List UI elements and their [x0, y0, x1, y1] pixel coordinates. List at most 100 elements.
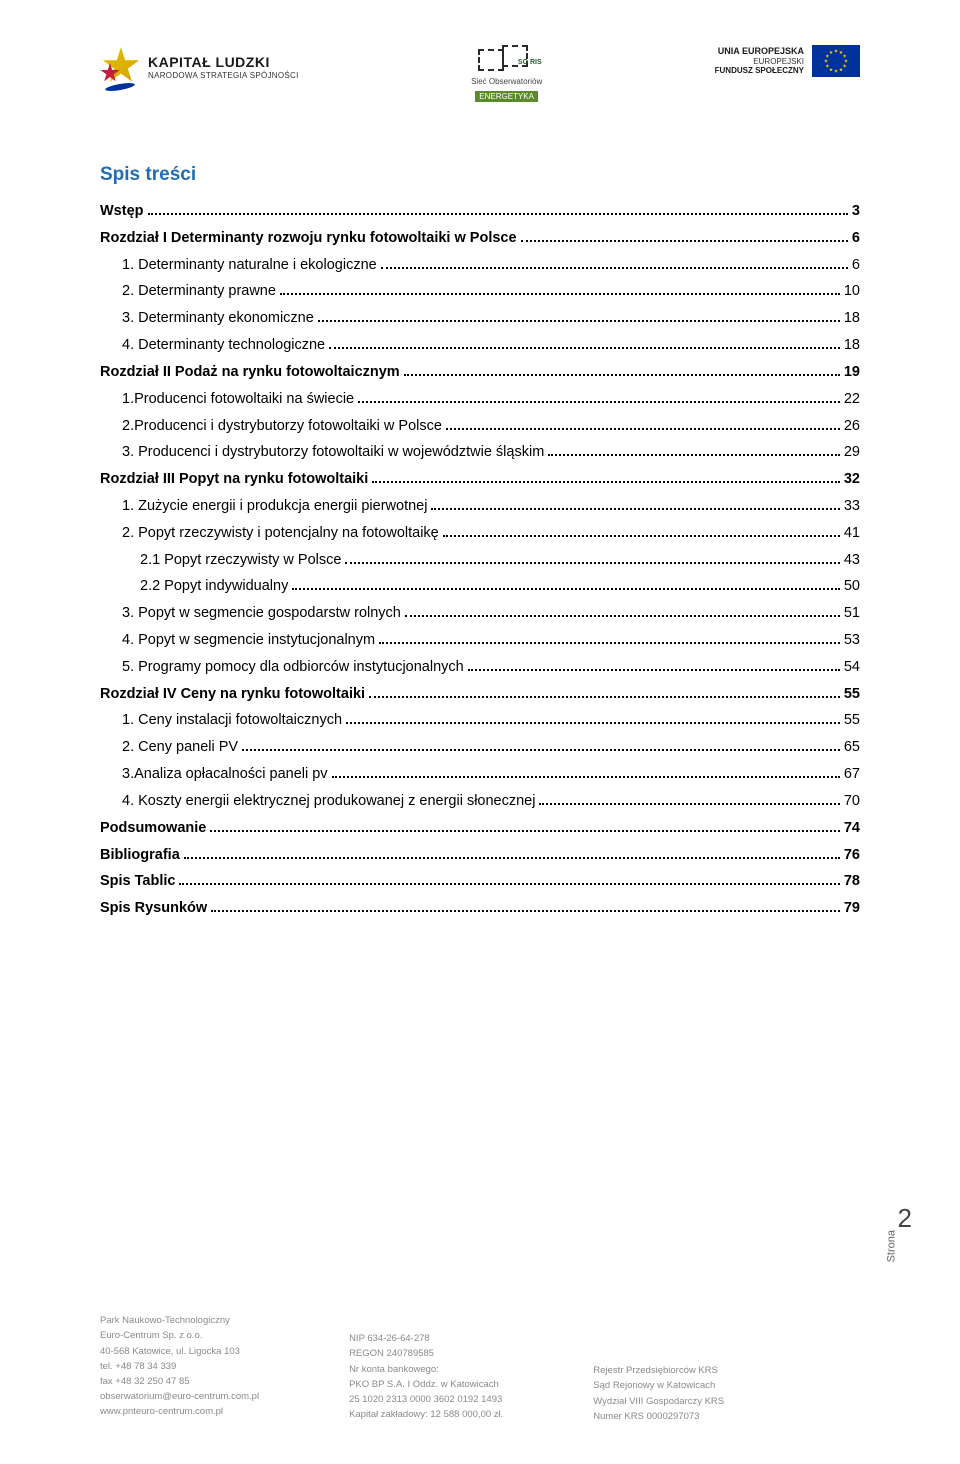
toc-entry[interactable]: Wstęp3	[100, 198, 860, 225]
toc-page-number: 33	[844, 493, 860, 520]
footer-line: tel. +48 78 34 339	[100, 1359, 259, 1374]
footer-col-2: NIP 634-26-64-278REGON 240789585Nr konta…	[349, 1331, 503, 1424]
footer-line: REGON 240789585	[349, 1346, 503, 1361]
toc-label: Bibliografia	[100, 842, 180, 869]
toc-label: 2.Producenci i dystrybutorzy fotowoltaik…	[122, 413, 442, 440]
toc-label: Rozdział II Podaż na rynku fotowoltaiczn…	[100, 359, 400, 386]
page-number-side: Strona2	[865, 1203, 912, 1234]
toc-entry[interactable]: 3. Popyt w segmencie gospodarstw rolnych…	[100, 600, 860, 627]
toc-page-number: 78	[844, 868, 860, 895]
toc-dots	[521, 240, 848, 242]
toc-entry[interactable]: Spis Tablic 78	[100, 868, 860, 895]
page-number-value: 2	[898, 1203, 912, 1233]
footer-line: Sąd Rejonowy w Katowicach	[593, 1378, 724, 1393]
toc-entry[interactable]: 2. Determinanty prawne10	[100, 278, 860, 305]
footer-line: 25 1020 2313 0000 3602 0192 1493	[349, 1392, 503, 1407]
toc-page-number: 74	[844, 815, 860, 842]
footer-line: fax +48 32 250 47 85	[100, 1374, 259, 1389]
toc-dots	[148, 213, 848, 215]
toc-page-number: 41	[844, 520, 860, 547]
toc-entry[interactable]: 1. Determinanty naturalne i ekologiczne6	[100, 252, 860, 279]
toc-entry[interactable]: 2.Producenci i dystrybutorzy fotowoltaik…	[100, 413, 860, 440]
toc-entry[interactable]: 4. Determinanty technologiczne18	[100, 332, 860, 359]
toc-page-number: 19	[844, 359, 860, 386]
toc-page-number: 54	[844, 654, 860, 681]
document-page: KAPITAŁ LUDZKI NARODOWA STRATEGIA SPÓJNO…	[0, 0, 960, 1464]
footer-line: www.pnteuro-centrum.com.pl	[100, 1404, 259, 1419]
toc-dots	[431, 508, 839, 510]
toc-dots	[211, 910, 840, 912]
footer-line: Wydział VIII Gospodarczy KRS	[593, 1394, 724, 1409]
toc-entry[interactable]: 2.2 Popyt indywidualny50	[100, 573, 860, 600]
toc-dots	[443, 535, 840, 537]
toc-page-number: 10	[844, 278, 860, 305]
toc-entry[interactable]: Rozdział IV Ceny na rynku fotowoltaiki55	[100, 681, 860, 708]
toc-page-number: 26	[844, 413, 860, 440]
toc-dots	[446, 428, 840, 430]
toc-dots	[184, 857, 840, 859]
footer-line: Rejestr Przedsiębiorców KRS	[593, 1363, 724, 1378]
toc-dots	[332, 776, 840, 778]
toc-label: 1. Ceny instalacji fotowoltaicznych	[122, 707, 342, 734]
toc-entry[interactable]: 1. Ceny instalacji fotowoltaicznych55	[100, 707, 860, 734]
toc-entry[interactable]: 3. Producenci i dystrybutorzy fotowoltai…	[100, 439, 860, 466]
toc-entry[interactable]: 1.Producenci fotowoltaiki na świecie22	[100, 386, 860, 413]
toc-page-number: 18	[844, 305, 860, 332]
footer-line: PKO BP S.A. I Oddz. w Katowicach	[349, 1377, 503, 1392]
toc-label: 4. Determinanty technologiczne	[122, 332, 325, 359]
toc-label: 2. Popyt rzeczywisty i potencjalny na fo…	[122, 520, 439, 547]
footer-line: NIP 634-26-64-278	[349, 1331, 503, 1346]
toc-container: Wstęp3Rozdział I Determinanty rozwoju ry…	[100, 198, 860, 922]
footer-line: Numer KRS 0000297073	[593, 1409, 724, 1424]
toc-page-number: 32	[844, 466, 860, 493]
logo-center-line1: Sieć Obserwatoriów	[471, 77, 542, 86]
logo-so-ris: SO RIS Sieć Obserwatoriów ENERGETYKA	[471, 45, 542, 104]
toc-entry[interactable]: 3. Determinanty ekonomiczne18	[100, 305, 860, 332]
toc-entry[interactable]: Podsumowanie 74	[100, 815, 860, 842]
toc-entry[interactable]: Rozdział I Determinanty rozwoju rynku fo…	[100, 225, 860, 252]
toc-dots	[346, 722, 840, 724]
toc-entry[interactable]: 2. Ceny paneli PV65	[100, 734, 860, 761]
footer-col-3: Rejestr Przedsiębiorców KRSSąd Rejonowy …	[593, 1363, 724, 1424]
toc-entry[interactable]: 2. Popyt rzeczywisty i potencjalny na fo…	[100, 520, 860, 547]
toc-page-number: 76	[844, 842, 860, 869]
toc-page-number: 3	[852, 198, 860, 225]
toc-page-number: 50	[844, 573, 860, 600]
toc-dots	[179, 883, 839, 885]
toc-label: 3. Popyt w segmencie gospodarstw rolnych	[122, 600, 401, 627]
so-ris-icon: SO RIS	[472, 45, 542, 75]
toc-dots	[381, 267, 848, 269]
toc-entry[interactable]: 3.Analiza opłacalności paneli pv67	[100, 761, 860, 788]
toc-page-number: 43	[844, 547, 860, 574]
toc-entry[interactable]: 2.1 Popyt rzeczywisty w Polsce43	[100, 547, 860, 574]
eu-line2: EUROPEJSKI	[715, 57, 804, 67]
toc-entry[interactable]: 4. Popyt w segmencie instytucjonalnym53	[100, 627, 860, 654]
page-number-label: Strona	[886, 1230, 898, 1262]
toc-dots	[539, 803, 839, 805]
toc-page-number: 55	[844, 681, 860, 708]
toc-label: Spis Tablic	[100, 868, 175, 895]
toc-page-number: 51	[844, 600, 860, 627]
toc-page-number: 6	[852, 225, 860, 252]
toc-page-number: 29	[844, 439, 860, 466]
toc-dots	[405, 615, 840, 617]
toc-entry[interactable]: Rozdział III Popyt na rynku fotowoltaiki…	[100, 466, 860, 493]
toc-entry[interactable]: Bibliografia 76	[100, 842, 860, 869]
toc-dots	[372, 481, 840, 483]
toc-label: 1.Producenci fotowoltaiki na świecie	[122, 386, 354, 413]
toc-entry[interactable]: 1. Zużycie energii i produkcja energii p…	[100, 493, 860, 520]
footer-col-1: Park Naukowo-TechnologicznyEuro-Centrum …	[100, 1313, 259, 1424]
toc-dots	[358, 401, 840, 403]
kapital-ludzki-icon	[100, 45, 140, 90]
toc-entry[interactable]: 5. Programy pomocy dla odbiorców instytu…	[100, 654, 860, 681]
header-logos: KAPITAŁ LUDZKI NARODOWA STRATEGIA SPÓJNO…	[100, 45, 860, 104]
toc-entry[interactable]: Rozdział II Podaż na rynku fotowoltaiczn…	[100, 359, 860, 386]
toc-dots	[345, 562, 839, 564]
toc-page-number: 53	[844, 627, 860, 654]
toc-dots	[242, 749, 840, 751]
toc-dots	[379, 642, 840, 644]
toc-entry[interactable]: 4. Koszty energii elektrycznej produkowa…	[100, 788, 860, 815]
toc-entry[interactable]: Spis Rysunków79	[100, 895, 860, 922]
toc-label: Podsumowanie	[100, 815, 206, 842]
toc-dots	[292, 588, 840, 590]
